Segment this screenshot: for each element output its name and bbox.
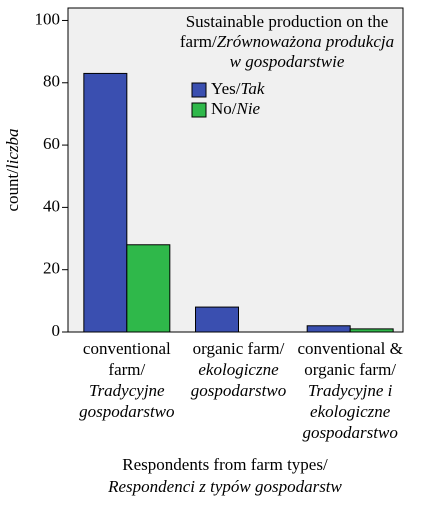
legend-swatch xyxy=(191,102,207,118)
legend-name: Yes/ xyxy=(211,79,241,98)
x-tick-label: conventional & organic farm/Tradycyjne i… xyxy=(286,338,414,443)
y-label-pl: liczba xyxy=(3,128,22,169)
x-tick-label: conventional farm/Tradycyjne gospodarstw… xyxy=(71,338,183,422)
bar xyxy=(349,328,394,333)
bar xyxy=(83,72,128,333)
y-tick-label: 0 xyxy=(52,321,61,340)
x-tick-label: organic farm/ekologiczne gospodarstwo xyxy=(183,338,295,401)
legend-title-pl: Zrównoważona produkcja w gospodarstwie xyxy=(216,32,395,71)
legend-label: Yes/Tak xyxy=(211,79,265,98)
y-tick-label: 80 xyxy=(43,72,60,91)
legend-name-pl: Nie xyxy=(236,99,261,118)
x-label-pl: Respondenci z typów gospodarstw xyxy=(108,477,342,496)
bar xyxy=(306,325,351,333)
category-pl: Tradycyjne i ekologiczne gospodarstwo xyxy=(302,381,398,442)
x-label-en: Respondents from farm types/ xyxy=(122,455,328,474)
category-en: organic farm/ xyxy=(192,339,285,358)
y-tick-label: 40 xyxy=(43,196,60,215)
legend-title-en: Sustainable production on the farm/ xyxy=(179,12,389,51)
legend-title: Sustainable production on the farm/Zrówn… xyxy=(178,12,396,72)
bar xyxy=(126,244,171,333)
y-tick-label: 20 xyxy=(43,259,60,278)
category-en: conventional & organic farm/ xyxy=(297,339,403,379)
y-label-en: count/ xyxy=(3,169,22,212)
legend-label: No/Nie xyxy=(211,99,261,118)
y-axis-label: count/liczba xyxy=(3,128,22,211)
legend-name: No/ xyxy=(211,99,237,118)
category-pl: ekologiczne gospodarstwo xyxy=(190,360,287,400)
category-en: conventional farm/ xyxy=(82,339,171,379)
bar xyxy=(195,306,239,333)
y-tick-label: 60 xyxy=(43,134,60,153)
category-pl: Tradycyjne gospodarstwo xyxy=(79,381,175,421)
y-tick-label: 100 xyxy=(35,9,61,28)
x-axis-label: Respondents from farm types/Respondenci … xyxy=(40,454,410,498)
legend-swatch xyxy=(191,82,207,98)
legend-name-pl: Tak xyxy=(240,79,264,98)
